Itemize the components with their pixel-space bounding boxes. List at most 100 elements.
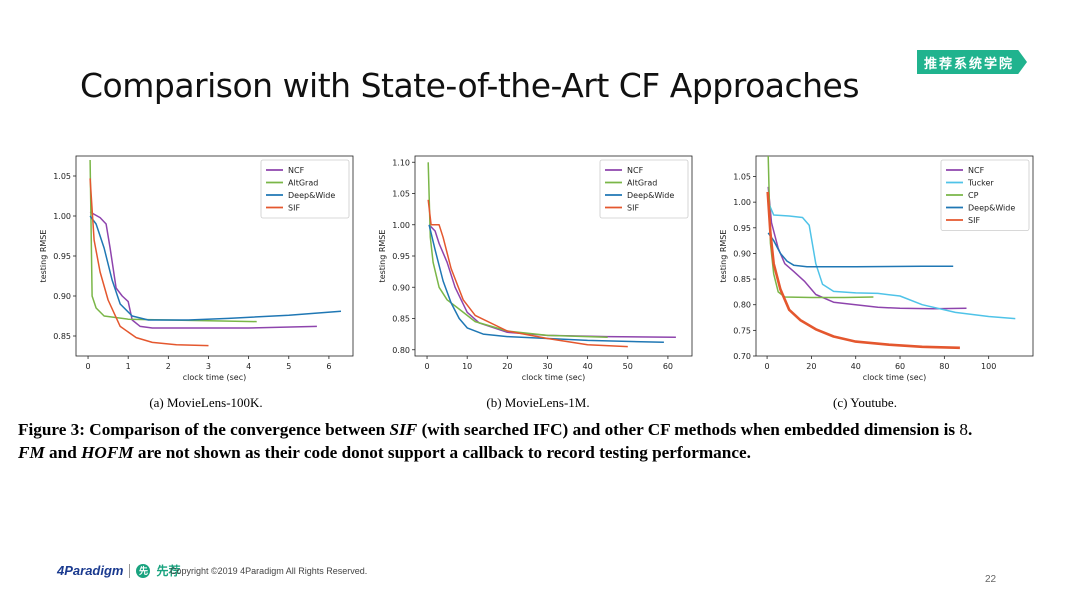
x-tick-label: 2 [166, 362, 171, 371]
series-line-sif [89, 178, 209, 347]
legend-label: AltGrad [288, 179, 318, 188]
legend-label: AltGrad [627, 179, 657, 188]
x-tick-label: 0 [424, 362, 429, 371]
legend-label: SIF [288, 204, 300, 213]
legend-box [599, 159, 689, 219]
x-tick-label: 1 [126, 362, 131, 371]
y-tick-label: 1.10 [392, 158, 410, 167]
xianjian-logo-icon: 先 [136, 563, 151, 578]
series-group [427, 162, 676, 348]
legend-box [260, 159, 350, 219]
caption-text-3: . [967, 420, 973, 439]
y-tick-label: 0.95 [53, 252, 71, 261]
chart-svg: 0 1 2 3 4 5 6 0.85 0.90 0.95 1.00 1.05 clock time (s… [39, 155, 354, 382]
legend-label: Tucker [967, 179, 994, 188]
college-badge: 推荐系统学院 [917, 50, 1027, 74]
legend-label: NCF [627, 166, 644, 175]
y-tick-label: 0.95 [733, 224, 751, 233]
page-number: 22 [985, 574, 997, 585]
x-tick-label: 60 [895, 362, 905, 371]
legend-label: NCF [288, 166, 305, 175]
y-tick-label: 0.85 [53, 332, 71, 341]
x-tick-label: 0 [765, 362, 770, 371]
series-line-sif [766, 191, 960, 350]
x-axis-label: clock time (sec) [863, 373, 926, 382]
caption-hofm: HOFM [81, 443, 134, 462]
y-tick-label: 0.70 [733, 352, 751, 361]
y-tick-label: 0.75 [733, 326, 751, 335]
caption-dim: 8 [959, 420, 968, 439]
x-tick-label: 20 [806, 362, 816, 371]
legend-label: NCF [968, 166, 985, 175]
x-axis-label: clock time (sec) [522, 373, 585, 382]
y-tick-label: 1.00 [733, 198, 751, 207]
y-tick-label: 1.05 [392, 190, 410, 199]
caption-fm: FM [18, 443, 45, 462]
legend-label: SIF [627, 204, 639, 213]
y-tick-label: 1.00 [392, 221, 410, 230]
legend-label: Deep&Wide [968, 204, 1015, 213]
y-tick-label: 0.90 [392, 283, 410, 292]
x-tick-label: 40 [583, 362, 593, 371]
y-axis-label: testing RMSE [39, 230, 48, 283]
x-tick-label: 80 [939, 362, 949, 371]
series-line-sif [427, 199, 628, 348]
x-tick-label: 0 [85, 362, 90, 371]
xianjian-logo-text: 先荐 [156, 564, 181, 578]
x-tick-label: 40 [851, 362, 861, 371]
caption-text-1: Comparison of the convergence between [85, 420, 390, 439]
y-tick-label: 1.00 [53, 212, 71, 221]
series-group [89, 159, 342, 347]
legend-label: Deep&Wide [627, 191, 674, 200]
x-tick-label: 100 [981, 362, 996, 371]
x-tick-label: 10 [462, 362, 472, 371]
series-line-deepwide [89, 215, 342, 321]
footer-logos: 4Paradigm 先 先荐 [57, 562, 181, 579]
y-tick-label: 0.80 [392, 346, 410, 355]
x-tick-label: 5 [286, 362, 291, 371]
series-line-ncf [89, 211, 317, 329]
y-tick-label: 1.05 [53, 172, 71, 181]
copyright-notice: Copyright ©2019 4Paradigm All Rights Res… [170, 566, 368, 576]
x-tick-label: 3 [206, 362, 211, 371]
y-tick-label: 0.85 [392, 315, 410, 324]
x-tick-label: 30 [542, 362, 552, 371]
slide-title: Comparison with State-of-the-Art CF Appr… [80, 66, 860, 105]
y-tick-label: 0.95 [392, 252, 410, 261]
series-line-altgrad [427, 162, 608, 339]
caption-text-4: are not shown as their code donot suppor… [133, 443, 751, 462]
caption-text-2: (with searched IFC) and other CF methods… [417, 420, 960, 439]
logo-divider [129, 563, 131, 578]
x-axis-label: clock time (sec) [183, 373, 246, 382]
4paradigm-logo: 4Paradigm [57, 563, 124, 578]
caption-sif: SIF [389, 420, 418, 439]
x-tick-label: 20 [502, 362, 512, 371]
caption-a: (a) MovieLens-100K. [149, 395, 263, 410]
chart-youtube: 0 20 40 60 80 100 0.70 0.75 0.80 0.85 0.90 0.95 1.00… [716, 150, 1046, 390]
chart-svg: 0 10 20 30 40 50 60 0.80 0.85 0.90 0.95 1.00 1.05 1.1… [378, 155, 693, 382]
legend-label: CP [968, 191, 979, 200]
y-tick-label: 0.90 [733, 249, 751, 258]
y-axis-label: testing RMSE [719, 230, 728, 283]
y-tick-label: 0.90 [53, 292, 71, 301]
x-tick-label: 6 [326, 362, 331, 371]
y-tick-label: 1.05 [733, 173, 751, 182]
caption-and: and [44, 443, 82, 462]
caption-b: (b) MovieLens-1M. [486, 395, 590, 410]
legend-label: Deep&Wide [288, 191, 335, 200]
x-tick-label: 4 [246, 362, 251, 371]
caption-c: (c) Youtube. [833, 395, 897, 410]
x-tick-label: 60 [663, 362, 673, 371]
y-axis-label: testing RMSE [378, 230, 387, 283]
chart-movielens-100k: 0 1 2 3 4 5 6 0.85 0.90 0.95 1.00 1.05 clock time (s… [36, 150, 366, 390]
y-tick-label: 0.85 [733, 275, 751, 284]
legend-label: SIF [968, 216, 980, 225]
x-tick-label: 50 [623, 362, 633, 371]
series-line-tucker [767, 201, 1016, 320]
figure-caption: Figure 3: Comparison of the convergence … [18, 418, 1068, 464]
figure-label: Figure 3: [18, 420, 85, 439]
series-line-deepwide [767, 232, 954, 268]
y-tick-label: 0.80 [733, 301, 751, 310]
chart-movielens-1m: 0 10 20 30 40 50 60 0.80 0.85 0.90 0.95 1.00 1.05 1.1… [375, 150, 705, 390]
series-group [766, 156, 1016, 350]
